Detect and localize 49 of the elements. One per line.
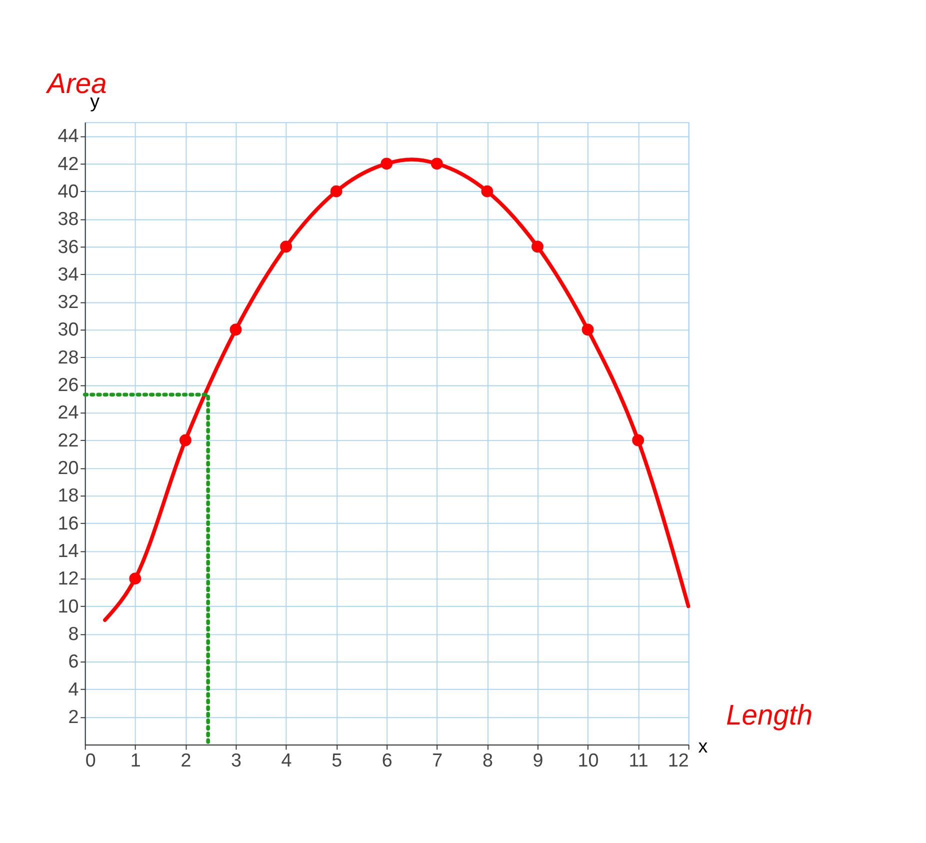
y-tick-label: 20 (58, 457, 79, 478)
x-tick-label: 12 (668, 750, 689, 771)
y-tick-label: 30 (58, 318, 79, 340)
x-tick-label: 11 (628, 750, 648, 771)
x-tick-label: 0 (85, 750, 96, 771)
y-tick-label: 6 (68, 650, 79, 672)
y-tick-label: 24 (58, 402, 79, 423)
point (582, 324, 594, 336)
y-tick-label: 26 (58, 374, 79, 396)
line-series (103, 158, 690, 622)
text: Length (726, 698, 813, 731)
y-tick-label: 40 (58, 180, 79, 202)
point (632, 434, 644, 446)
x-tick-label: 10 (578, 750, 599, 771)
y-tick-label: 42 (58, 152, 79, 174)
point (230, 324, 242, 336)
y-tick-label: 44 (58, 125, 79, 146)
y-tick-label: 32 (58, 291, 79, 312)
point (380, 158, 393, 170)
y-tick-label: 12 (58, 568, 79, 589)
x-tick-label: 7 (432, 750, 443, 771)
point (481, 185, 494, 198)
y-tick-label: 38 (58, 208, 79, 230)
x-tick-label: 2 (180, 750, 192, 771)
x-tick-label: 5 (332, 750, 342, 771)
point (129, 572, 142, 585)
y-tick-label: 16 (58, 512, 79, 534)
x-tick-label: 3 (230, 750, 242, 771)
point (532, 240, 544, 253)
y-tick-label: 18 (58, 484, 79, 506)
y-tick-label: 36 (58, 236, 79, 257)
point (280, 240, 292, 253)
x-tick-label: 9 (532, 750, 544, 771)
y-tick-label: 34 (58, 263, 79, 284)
x-tick-label: 6 (382, 750, 392, 771)
x-tick-label: 1 (130, 750, 141, 771)
x-tick-label: 4 (281, 750, 292, 771)
y-tick-label: 14 (58, 540, 79, 562)
x-axis-title: x (698, 736, 708, 757)
point (330, 185, 342, 198)
y-tick-label: 10 (58, 595, 79, 616)
point (430, 158, 443, 170)
y-tick-label: 4 (68, 678, 79, 700)
y-tick-label: 2 (68, 706, 79, 727)
point (179, 434, 192, 446)
y-tick-label: 22 (58, 429, 79, 450)
y-tick-label: 28 (58, 346, 79, 368)
y-tick-label: 8 (68, 623, 79, 644)
x-tick-label: 8 (482, 750, 493, 771)
